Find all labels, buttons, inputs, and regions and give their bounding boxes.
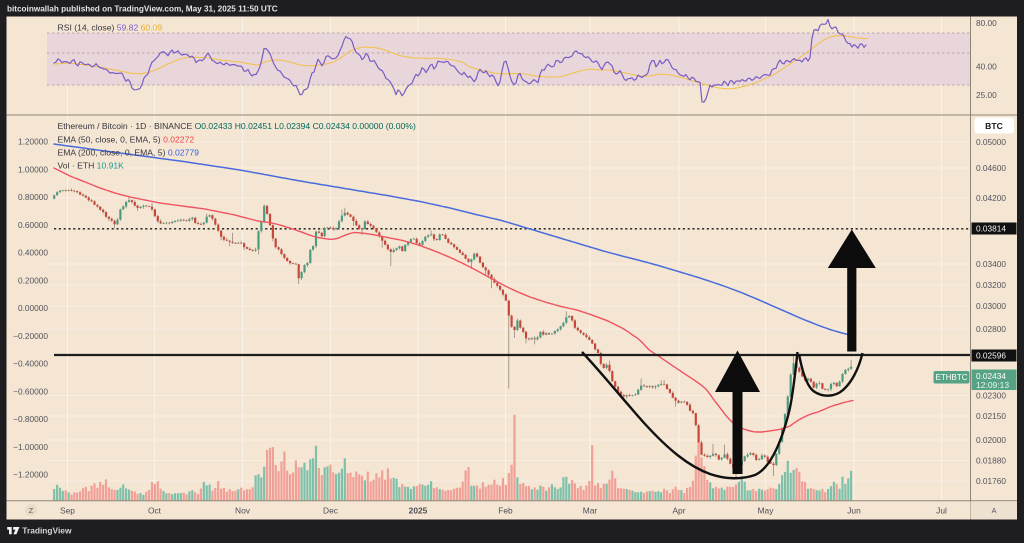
svg-text:Apr: Apr (672, 506, 685, 516)
svg-text:0.20000: 0.20000 (18, 275, 48, 285)
svg-text:0.03000: 0.03000 (976, 301, 1006, 311)
svg-text:2025: 2025 (409, 506, 428, 516)
svg-text:Nov: Nov (235, 506, 251, 516)
svg-text:TradingView: TradingView (22, 526, 72, 536)
svg-text:0.02596: 0.02596 (976, 351, 1006, 361)
svg-text:bitcoinwallah published on Tra: bitcoinwallah published on TradingView.c… (7, 5, 278, 14)
svg-text:−1.20000: −1.20000 (13, 470, 48, 480)
svg-text:EMA (200, close, 0, EMA, 5) 0: EMA (200, close, 0, EMA, 5) 0.02779 (58, 148, 200, 158)
svg-text:−0.20000: −0.20000 (13, 331, 48, 341)
svg-text:0.02150: 0.02150 (976, 411, 1006, 421)
svg-text:0.02800: 0.02800 (976, 324, 1006, 334)
svg-text:12:09:13: 12:09:13 (976, 380, 1009, 390)
svg-text:Sep: Sep (60, 506, 75, 516)
svg-text:−1.00000: −1.00000 (13, 442, 48, 452)
svg-text:0.60000: 0.60000 (18, 220, 48, 230)
svg-text:Jul: Jul (936, 506, 947, 516)
svg-text:0.02434: 0.02434 (976, 371, 1006, 381)
svg-text:0.03814: 0.03814 (976, 224, 1006, 234)
svg-text:0.03400: 0.03400 (976, 259, 1006, 269)
svg-text:BTC: BTC (985, 121, 1003, 131)
svg-text:Dec: Dec (323, 506, 338, 516)
svg-text:0.01760: 0.01760 (976, 476, 1006, 486)
svg-text:1.20000: 1.20000 (18, 137, 48, 147)
svg-text:0.05000: 0.05000 (976, 137, 1006, 147)
svg-text:0.03200: 0.03200 (976, 280, 1006, 290)
svg-text:May: May (758, 506, 775, 516)
svg-text:0.80000: 0.80000 (18, 192, 48, 202)
svg-text:0.00000: 0.00000 (18, 303, 48, 313)
svg-text:Mar: Mar (583, 506, 598, 516)
svg-text:80.00: 80.00 (976, 18, 997, 28)
svg-text:0.04200: 0.04200 (976, 193, 1006, 203)
svg-text:Oct: Oct (148, 506, 162, 516)
svg-text:Vol · ETH 10.91K: Vol · ETH 10.91K (58, 161, 125, 171)
svg-text:40.00: 40.00 (976, 62, 997, 72)
svg-text:ETHBTC: ETHBTC (936, 373, 968, 382)
svg-text:1.00000: 1.00000 (18, 164, 48, 174)
svg-text:EMA (50, close, 0, EMA, 5) 0.: EMA (50, close, 0, EMA, 5) 0.02272 (58, 135, 195, 145)
svg-text:Feb: Feb (498, 506, 513, 516)
svg-text:0.40000: 0.40000 (18, 248, 48, 258)
svg-text:RSI (14, close) 59.82 60.09: RSI (14, close) 59.82 60.09 (58, 23, 163, 33)
svg-text:−0.60000: −0.60000 (13, 386, 48, 396)
svg-text:Ethereum / Bitcoin · 1D · BINA: Ethereum / Bitcoin · 1D · BINANCE O0.024… (58, 121, 416, 131)
svg-text:Z: Z (29, 506, 34, 515)
svg-text:−0.80000: −0.80000 (13, 414, 48, 424)
svg-text:A: A (992, 506, 997, 515)
svg-text:0.01880: 0.01880 (976, 456, 1006, 466)
svg-text:Jun: Jun (847, 506, 861, 516)
svg-text:0.02000: 0.02000 (976, 435, 1006, 445)
svg-text:−0.40000: −0.40000 (13, 359, 48, 369)
svg-text:0.04600: 0.04600 (976, 163, 1006, 173)
svg-text:25.00: 25.00 (976, 90, 997, 100)
svg-text:0.02300: 0.02300 (976, 391, 1006, 401)
